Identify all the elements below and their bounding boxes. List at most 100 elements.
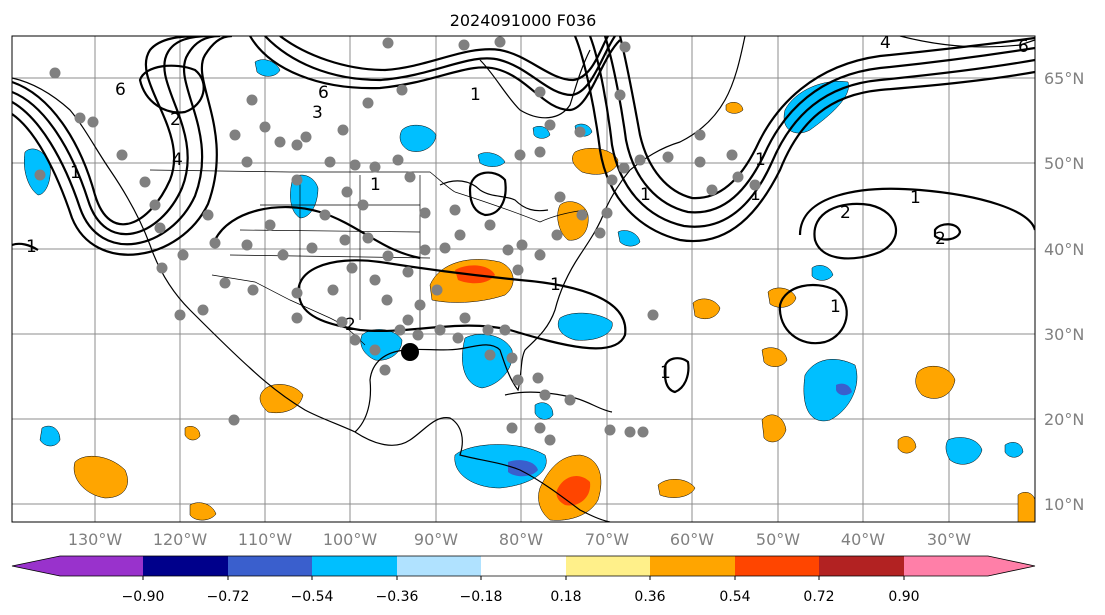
station-marker (732, 171, 744, 183)
contour-atlantic-small (933, 223, 962, 241)
station-marker (554, 191, 566, 203)
station-marker (382, 37, 394, 49)
station-marker (402, 266, 414, 278)
fill-negative-hudson (477, 152, 506, 167)
colorbar-tick-label: 0.54 (719, 589, 750, 605)
fill-positive-labrador (725, 102, 744, 114)
colorbar-tick-label: −0.72 (207, 589, 250, 605)
lon-label: 100°W (323, 530, 378, 549)
station-marker (551, 229, 563, 241)
contour-atlantic-ring (778, 283, 848, 345)
station-marker (149, 199, 161, 211)
contour-label: 2 (935, 229, 946, 249)
station-marker (647, 309, 659, 321)
contour-trough-east-3 (603, 36, 1035, 214)
station-marker (539, 389, 551, 401)
station-marker (300, 131, 312, 143)
station-marker (414, 299, 426, 311)
contour-trough-east-4 (618, 36, 1035, 200)
lon-label: 130°W (68, 530, 123, 549)
station-marker (264, 219, 276, 231)
station-marker (362, 232, 374, 244)
station-marker (544, 119, 556, 131)
colorbar-segment (143, 556, 228, 576)
station-marker (576, 209, 588, 221)
station-marker (349, 334, 361, 346)
contour-label: 1 (755, 150, 766, 170)
station-marker (706, 184, 718, 196)
station-marker (534, 249, 546, 261)
lat-label: 30°N (1044, 325, 1084, 344)
coastlines (12, 36, 1035, 522)
lon-label: 40°W (841, 530, 885, 549)
lon-label: 60°W (670, 530, 714, 549)
station-marker (419, 244, 431, 256)
contour-ridge-north-1 (249, 36, 621, 112)
contour-label: 1 (370, 175, 381, 195)
station-marker (197, 304, 209, 316)
station-marker (516, 239, 528, 251)
contour-label: 4 (172, 150, 183, 170)
station-marker (396, 84, 408, 96)
colorbar-tick-label: −0.90 (122, 589, 165, 605)
colorbar-segment (397, 556, 481, 576)
station-marker (116, 149, 128, 161)
station-marker (512, 374, 524, 386)
station-marker (637, 426, 649, 438)
colorbar-segment (904, 556, 988, 576)
lat-label: 10°N (1044, 495, 1084, 514)
station-marker (494, 36, 506, 48)
map-panel: 6 2 1 6 3 1 1 1 1 2 1 1 1 2 2 1 1 1 4 4 … (12, 33, 1035, 522)
station-marker (229, 129, 241, 141)
fill-negative-caribbean-core (508, 460, 538, 477)
station-marker (512, 264, 524, 276)
station-marker (604, 424, 616, 436)
contour-label: 6 (1018, 37, 1029, 57)
station-marker (87, 116, 99, 128)
contour-trough-west-1 (12, 36, 201, 226)
station-marker (439, 242, 451, 254)
fill-positive-atlantic-4 (915, 365, 956, 399)
station-marker (499, 324, 511, 336)
contour-label: 1 (550, 275, 561, 295)
contour-label: 2 (840, 203, 851, 223)
contour-label: 4 (880, 33, 891, 53)
station-marker (349, 159, 361, 171)
station-marker (369, 161, 381, 173)
station-marker (74, 112, 86, 124)
station-marker (506, 352, 518, 364)
fill-negative-cuba (534, 402, 554, 420)
station-marker (369, 274, 381, 286)
station-marker (694, 156, 706, 168)
station-marker (564, 394, 576, 406)
colorbar-tick-labels: −0.90 −0.72 −0.54 −0.36 −0.18 0.18 0.36 … (122, 589, 920, 605)
colorbar-tick-label: 0.72 (803, 589, 834, 605)
lon-label: 110°W (238, 530, 293, 549)
station-marker (484, 349, 496, 361)
station-marker (459, 312, 471, 324)
colorbar-extend-min (12, 556, 60, 576)
fill-negative-alaska (254, 59, 281, 77)
station-marker (291, 312, 303, 324)
station-marker (726, 149, 738, 161)
contour-west-closed (138, 64, 205, 114)
station-marker (337, 124, 349, 136)
fill-negative-atlantic-2 (945, 437, 983, 465)
fill-negative-pacific-2 (39, 425, 61, 447)
station-marker (452, 332, 464, 344)
contour-ridge-north-3 (279, 36, 609, 82)
colorbar-tick-label: −0.54 (291, 589, 334, 605)
station-marker (624, 426, 636, 438)
station-marker (606, 174, 618, 186)
colorbar-extend-max (988, 556, 1035, 576)
fill-negative-ontario (532, 126, 551, 139)
fill-positive-pacific-1 (73, 455, 128, 499)
station-marker (246, 94, 258, 106)
station-markers (34, 36, 761, 446)
station-marker (362, 97, 374, 109)
contour-west-edge (12, 242, 39, 251)
colorbar-tick-label: 0.90 (888, 589, 919, 605)
station-marker (392, 154, 404, 166)
contour-closed-low-se (297, 259, 627, 350)
station-marker (544, 434, 556, 446)
